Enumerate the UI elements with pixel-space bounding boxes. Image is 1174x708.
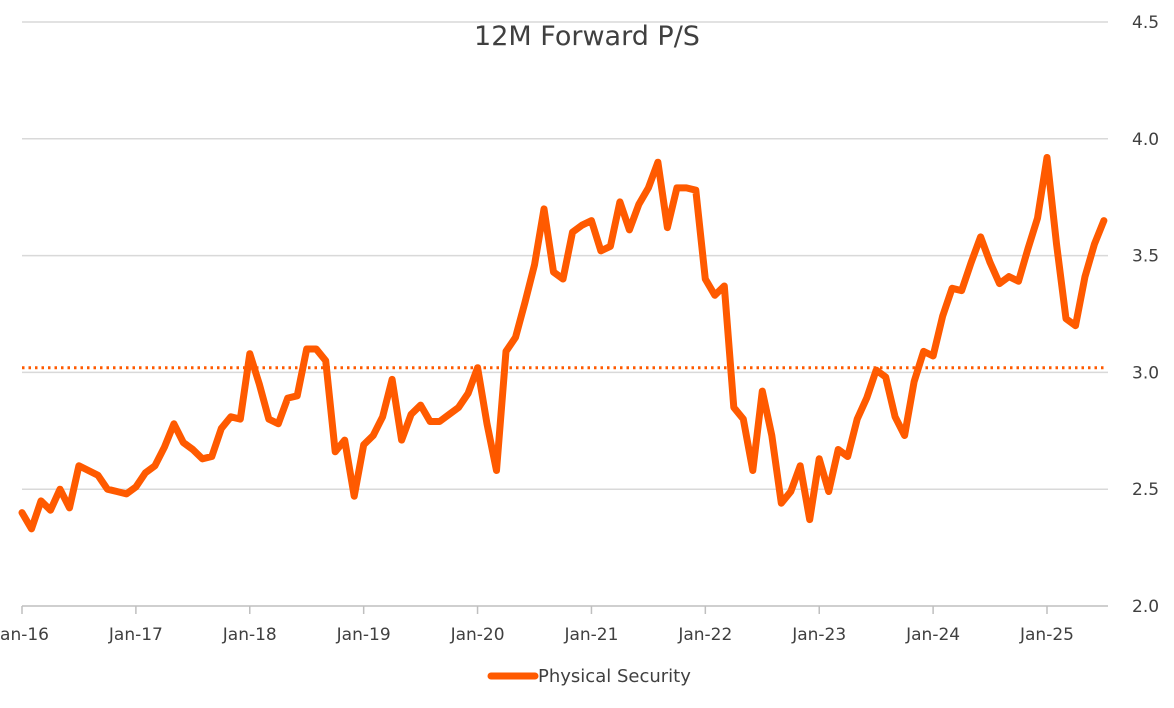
y-axis: 2.0 2.5 3.0 3.5 4.0 4.5: [1132, 13, 1159, 617]
x-tick-label: Jan-23: [791, 625, 846, 645]
chart-title: 12M Forward P/S: [474, 21, 700, 52]
x-tick-label: Jan-19: [336, 625, 391, 645]
x-axis: [21, 605, 1108, 614]
series-lines: [18, 154, 1108, 533]
y-tick-label: 4.5: [1132, 13, 1159, 33]
x-tick-label: Jan-20: [450, 625, 505, 645]
x-tick-label: Jan-25: [1019, 625, 1074, 645]
y-tick-label: 3.5: [1132, 247, 1159, 267]
x-tick-label: Jan-21: [563, 625, 618, 645]
y-tick-label: 4.0: [1132, 130, 1159, 150]
y-tick-label: 2.0: [1132, 597, 1159, 617]
legend-label: Physical Security: [538, 666, 691, 687]
series-line-physical-security: [18, 154, 1108, 533]
x-tick-label: Jan-22: [677, 625, 732, 645]
x-tick-label: Jan-24: [905, 625, 960, 645]
y-tick-label: 2.5: [1132, 480, 1159, 500]
x-tick-label: Jan-16: [0, 625, 49, 645]
legend: Physical Security: [487, 666, 691, 687]
y-tick-label: 3.0: [1132, 363, 1159, 383]
x-tick-labels: Jan-16 Jan-17 Jan-18 Jan-19 Jan-20 Jan-21 Jan-…: [0, 625, 1074, 645]
x-tick-label: Jan-18: [222, 625, 277, 645]
x-tick-label: Jan-17: [108, 625, 163, 645]
